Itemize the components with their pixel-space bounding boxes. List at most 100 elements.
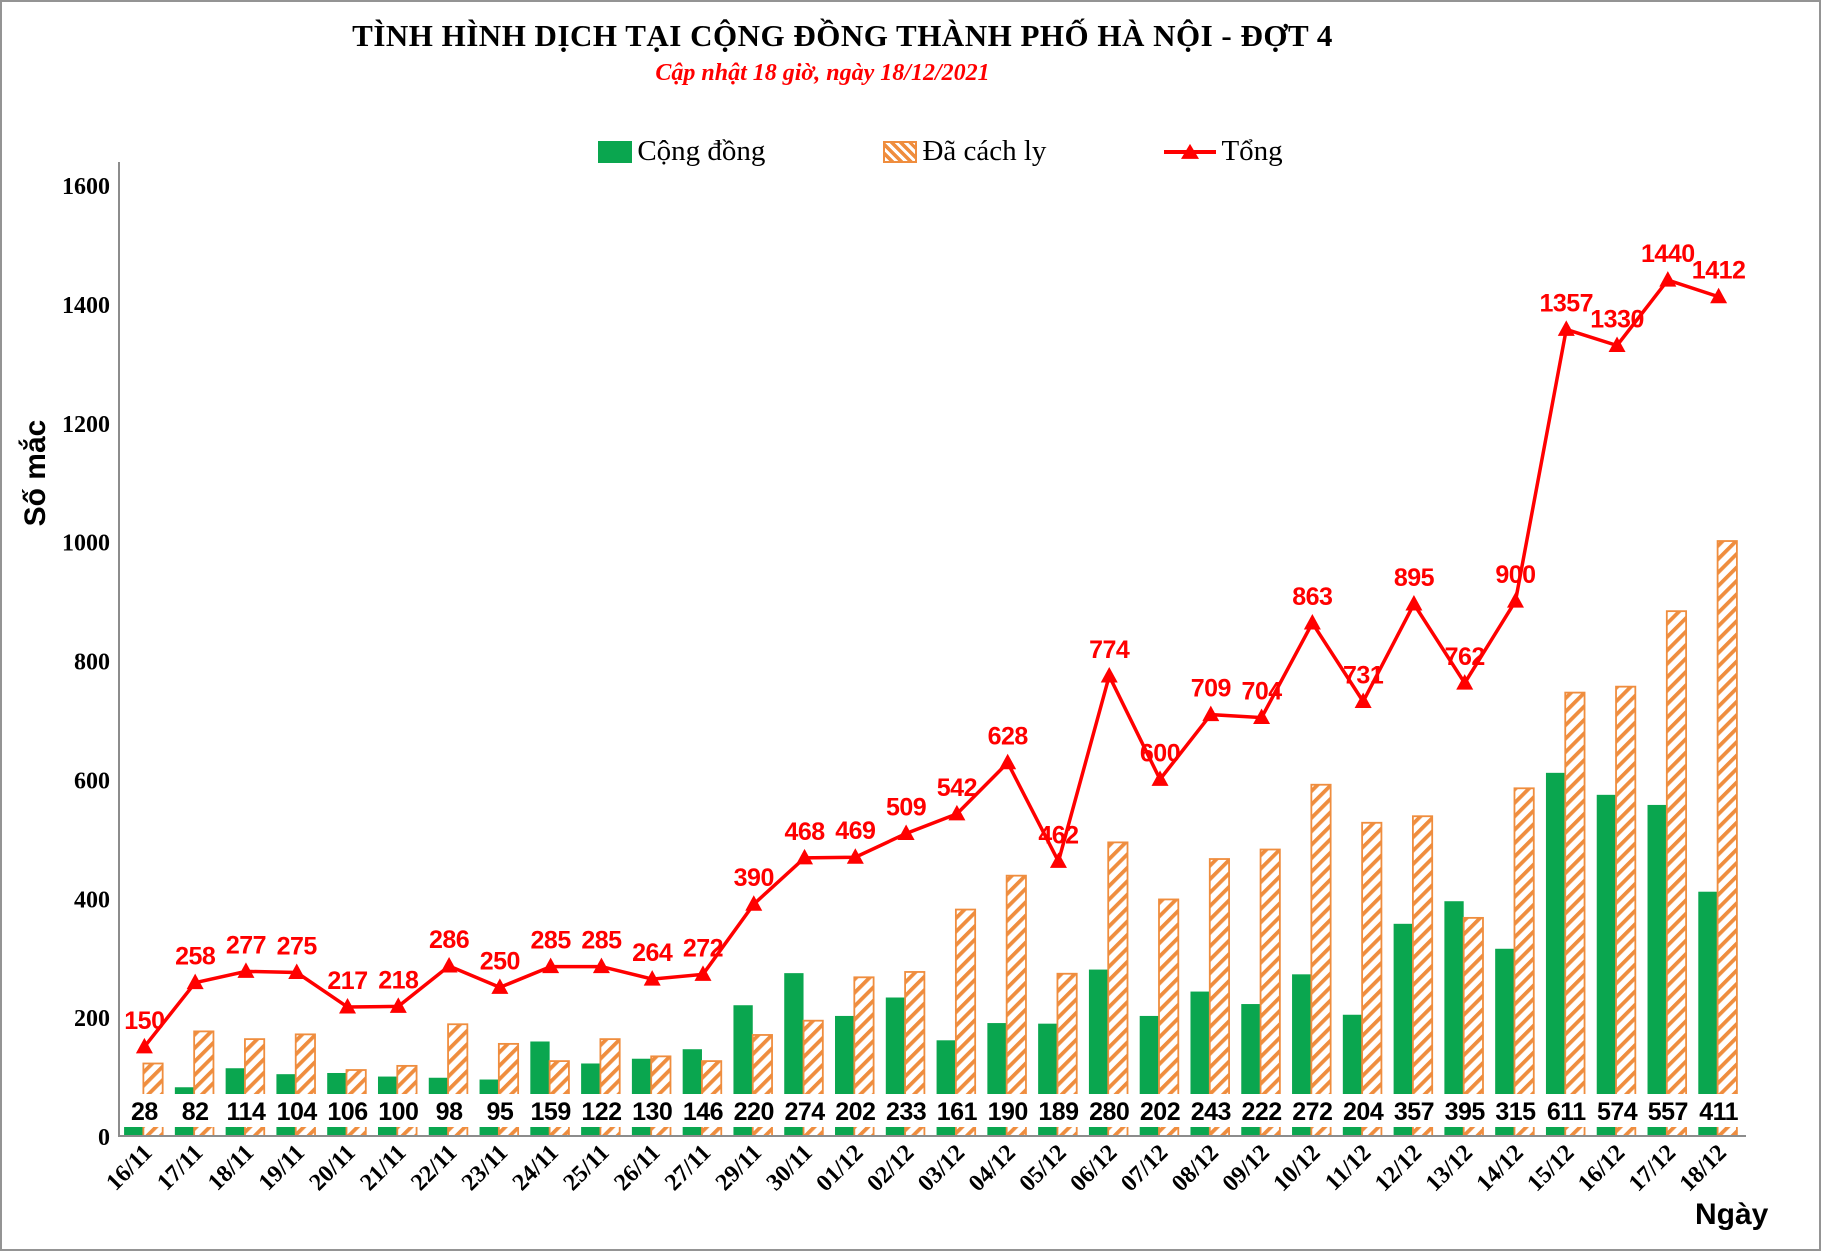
bar-da-cach-ly [1107,841,1129,1137]
value-box-label: 202 [1140,1098,1180,1126]
y-tick-label: 400 [74,887,110,913]
value-box-label: 122 [581,1098,621,1126]
x-axis-title: Ngày [1695,1198,1769,1231]
total-data-label: 1440 [1641,240,1695,268]
total-data-label: 390 [734,864,774,892]
value-box-label: 315 [1495,1098,1536,1126]
total-data-label: 1412 [1692,257,1746,285]
total-marker [1405,595,1423,611]
value-box-label: 98 [436,1098,463,1126]
bar-da-cach-ly [1513,787,1535,1137]
total-data-label: 285 [581,927,622,955]
total-data-label: 250 [480,947,520,975]
x-tick-label: 12/12 [1370,1140,1427,1197]
total-data-label: 704 [1241,678,1282,706]
x-tick-label: 06/12 [1065,1140,1122,1197]
x-tick-label: 17/11 [152,1140,208,1196]
legend-item-cong-dong: Cộng đồng [598,135,765,168]
x-tick-label: 24/11 [508,1140,564,1196]
total-data-label: 217 [327,967,367,995]
triangle-marker-icon [1181,143,1200,159]
x-tick-label: 09/12 [1218,1140,1275,1197]
total-data-label: 731 [1343,662,1384,690]
total-line [143,278,1720,1048]
bar-cong-dong [1495,948,1515,1136]
total-data-label: 277 [226,931,266,959]
total-marker [186,973,204,990]
value-box-label: 220 [734,1098,774,1126]
legend-item-tong: Tổng [1164,135,1283,168]
total-marker [288,963,306,980]
x-tick-label: 15/12 [1522,1140,1579,1197]
total-data-label: 509 [886,793,926,821]
x-tick-label: 26/11 [609,1140,665,1196]
value-box-label: 82 [182,1098,209,1126]
value-box [222,1094,270,1127]
value-box [882,1094,930,1127]
value-box-label: 611 [1547,1098,1586,1126]
value-box-label: 159 [531,1098,571,1126]
value-box-label: 280 [1089,1098,1129,1126]
legend-label-da-cach-ly: Đã cách ly [922,135,1047,167]
value-box-label: 233 [886,1098,926,1126]
value-box-label: 114 [227,1098,266,1126]
bar-cong-dong [1698,891,1718,1136]
x-tick-label: 23/11 [457,1140,513,1196]
x-tick-label: 18/11 [203,1140,259,1196]
x-tick-label: 21/11 [355,1140,411,1196]
value-box [425,1094,473,1127]
total-data-label: 863 [1292,583,1332,611]
value-box [1694,1094,1743,1127]
value-box [1643,1094,1692,1127]
total-marker [1202,705,1220,722]
y-tick-label: 1200 [62,412,110,438]
value-box-label: 146 [683,1098,723,1126]
total-marker [897,824,915,840]
value-box-label: 557 [1648,1098,1688,1126]
value-box-label: 357 [1394,1098,1434,1126]
value-box [1288,1094,1337,1127]
value-box-label: 189 [1038,1098,1078,1126]
total-data-label: 264 [632,939,673,967]
y-tick-label: 1400 [62,293,110,319]
bar-da-cach-ly [1564,691,1586,1137]
total-marker [491,978,509,994]
total-marker [1303,614,1321,630]
value-box-label: 202 [835,1098,875,1126]
value-box-label: 574 [1597,1098,1638,1126]
total-data-label: 286 [429,926,469,954]
bar-cong-dong [1393,923,1413,1136]
value-box-label: 274 [784,1098,825,1126]
x-tick-label: 13/12 [1421,1140,1478,1197]
y-tick-label: 200 [74,1006,110,1032]
x-tick-label: 22/11 [406,1140,462,1196]
value-box [577,1094,626,1127]
value-box [272,1094,321,1127]
y-tick-label: 800 [74,650,110,676]
x-tick-label: 11/12 [1320,1140,1376,1196]
bar-cong-dong [1444,901,1464,1136]
x-tick-label: 19/11 [254,1140,310,1196]
value-box [933,1094,981,1127]
value-box [120,1094,169,1127]
total-data-label: 600 [1140,739,1180,767]
total-marker [948,804,966,821]
value-box [1034,1094,1083,1127]
total-marker [592,957,610,974]
value-box-label: 130 [632,1098,672,1126]
x-tick-label: 14/12 [1472,1140,1529,1197]
value-box [983,1094,1032,1127]
bar-da-cach-ly [1259,848,1281,1137]
x-tick-label: 29/11 [711,1140,767,1196]
x-tick-label: 08/12 [1167,1140,1224,1197]
total-data-label: 272 [683,934,723,962]
total-data-label: 258 [175,943,216,971]
value-box [679,1094,727,1127]
value-box-label: 28 [131,1098,158,1126]
value-box [780,1094,829,1127]
value-box [1136,1094,1184,1127]
value-box [374,1094,423,1127]
x-tick-label: 30/11 [762,1140,818,1196]
total-marker [1253,708,1271,725]
